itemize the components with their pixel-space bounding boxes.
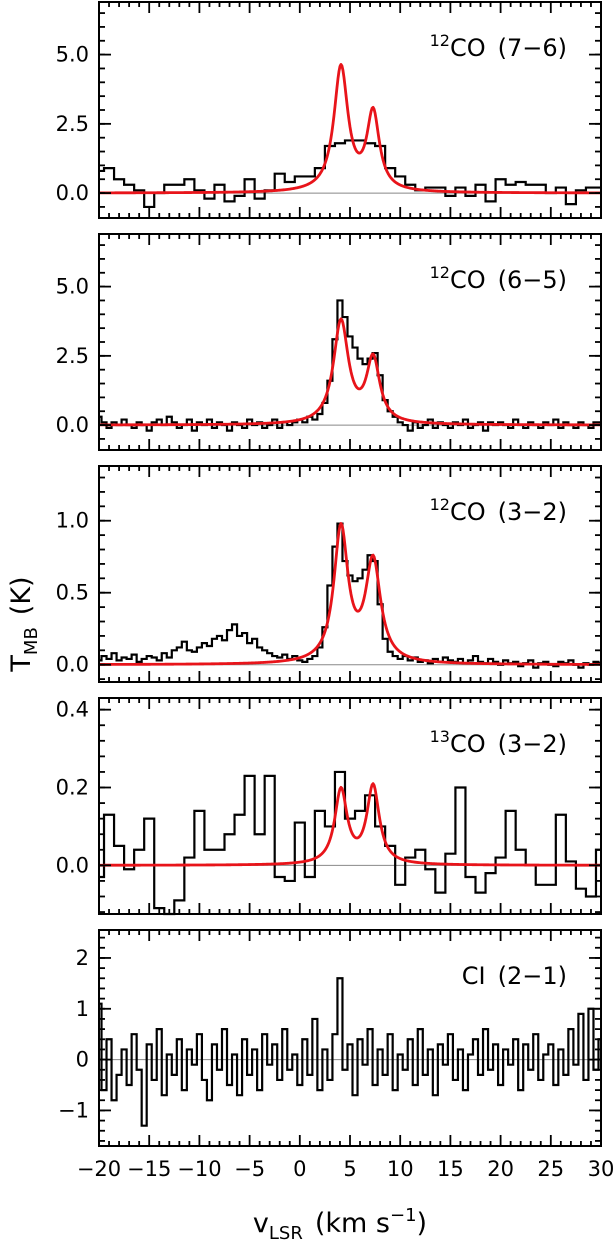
panel-label-molecule: CI [462,962,486,990]
x-tick-label: 20 [487,1157,514,1181]
x-tick-label: −10 [177,1157,221,1181]
panel-label-molecule: CO [450,498,486,526]
y-tick-label: 0.4 [56,698,89,722]
panel-1: 0.0 2.5 5.0 12CO (7−6) [56,1,602,219]
x-axis-title: vLSR (km s−1) [253,1205,427,1244]
x-axis-title-sub: LSR [269,1223,303,1244]
panel-4: 0.0 0.2 0.4 13CO (3−2) [56,697,602,916]
panel-label: 12CO (3−2) [430,495,567,526]
model-fit-curve [98,782,602,867]
x-tick-label: −5 [234,1157,265,1181]
y-tick-label: 0.0 [56,853,89,877]
panel-label-isotope: 12 [430,263,450,282]
y-tick-label: 5.0 [56,275,89,299]
x-axis-title-rest: (km s [315,1208,390,1239]
panel-label-transition: (6−5) [498,266,567,294]
observed-spectrum [99,299,601,432]
y-axis-title-main: T [6,655,37,673]
panel-label-transition: (2−1) [498,962,567,990]
x-tick-label: 15 [437,1157,464,1181]
panel-label: 12CO (7−6) [430,31,567,62]
observed-spectrum [99,770,601,916]
y-axis-title: TMB (K) [6,576,42,672]
panel-label-molecule: CO [450,34,486,62]
x-axis-title-main: v [253,1208,269,1239]
y-tick-label: 0.0 [56,653,89,677]
model-fit-curve [98,63,602,195]
model-fit-curve [98,522,602,666]
panel-label-isotope: 12 [430,495,450,514]
y-tick-label: 5.0 [56,43,89,67]
panel-label-molecule: CO [450,730,486,758]
panel-label-isotope: 13 [430,727,450,746]
panel-label-isotope: 12 [430,31,450,50]
x-tick-label: 5 [343,1157,356,1181]
y-tick-label: 0 [76,1048,89,1072]
panel-label: 12CO (6−5) [430,263,567,294]
y-axis-title-rest: (K) [6,576,37,615]
y-tick-label: 0.5 [56,581,89,605]
panel-label: 13CO (3−2) [430,727,567,758]
observed-spectrum [99,977,601,1127]
y-tick-label: 2.5 [56,112,89,136]
y-tick-label: 1 [76,997,89,1021]
x-tick-label: −15 [127,1157,171,1181]
y-tick-label: −1 [58,1098,89,1122]
x-tick-label: 30 [588,1157,615,1181]
y-tick-label: 0.0 [56,181,89,205]
x-tick-label: 0 [293,1157,306,1181]
y-axis-title-sub: MB [21,627,42,655]
panel-label-transition: (7−6) [498,34,567,62]
y-tick-label: 0.2 [56,776,89,800]
x-tick-label: 10 [387,1157,414,1181]
model-fit-curve [98,317,602,427]
x-axis-title-close: ) [417,1208,428,1239]
x-axis-title-sup: −1 [390,1205,417,1226]
panel-label-transition: (3−2) [498,498,567,526]
observed-spectrum [99,139,601,209]
y-tick-label: 0.0 [56,413,89,437]
panel-label-transition: (3−2) [498,730,567,758]
panel-label-molecule: CO [450,266,486,294]
panel-label: CI (2−1) [462,962,567,990]
y-tick-label: 1.0 [56,509,89,533]
x-tick-label: −20 [77,1157,121,1181]
panel-3: 0.0 0.5 1.0 12CO (3−2) [56,465,602,683]
panel-5: −1 0 1 2 CI (2−1) [58,929,602,1147]
panel-2: 0.0 2.5 5.0 12CO (6−5) [56,233,602,451]
y-tick-label: 2 [76,946,89,970]
x-axis-tick-labels: −20 −15 −10 −5 0 5 10 15 20 25 30 [77,1157,615,1181]
y-tick-label: 2.5 [56,344,89,368]
x-tick-label: 25 [537,1157,564,1181]
